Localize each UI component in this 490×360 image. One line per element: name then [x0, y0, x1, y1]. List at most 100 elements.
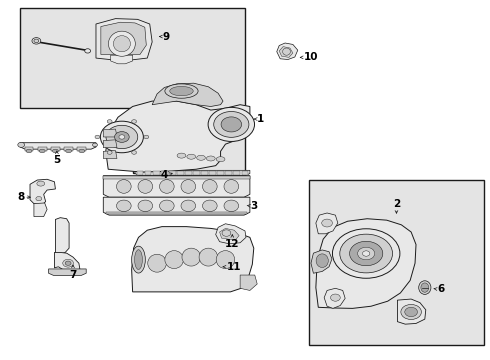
- Ellipse shape: [196, 155, 205, 160]
- Polygon shape: [240, 275, 257, 291]
- Ellipse shape: [138, 180, 153, 193]
- Ellipse shape: [214, 112, 249, 137]
- Ellipse shape: [182, 248, 200, 266]
- Ellipse shape: [117, 200, 131, 212]
- Ellipse shape: [107, 151, 112, 154]
- Text: 5: 5: [53, 155, 60, 165]
- Polygon shape: [20, 8, 245, 173]
- Ellipse shape: [349, 241, 383, 266]
- Ellipse shape: [401, 305, 421, 319]
- Polygon shape: [220, 228, 239, 240]
- Polygon shape: [55, 218, 69, 254]
- Ellipse shape: [148, 254, 166, 272]
- Ellipse shape: [363, 251, 370, 256]
- Polygon shape: [152, 83, 223, 107]
- Ellipse shape: [107, 120, 112, 123]
- Ellipse shape: [224, 180, 239, 193]
- Polygon shape: [111, 55, 133, 64]
- Ellipse shape: [95, 135, 100, 139]
- Polygon shape: [216, 224, 246, 244]
- Ellipse shape: [65, 261, 71, 265]
- Ellipse shape: [79, 149, 85, 153]
- Polygon shape: [201, 171, 208, 175]
- Polygon shape: [397, 299, 426, 324]
- Polygon shape: [103, 140, 117, 148]
- Text: 1: 1: [257, 114, 265, 124]
- Ellipse shape: [52, 149, 58, 153]
- Ellipse shape: [322, 219, 332, 227]
- Bar: [309, 180, 485, 345]
- Polygon shape: [185, 171, 192, 175]
- Polygon shape: [316, 219, 416, 309]
- Polygon shape: [316, 213, 338, 234]
- Polygon shape: [64, 147, 73, 150]
- Ellipse shape: [316, 254, 328, 267]
- Polygon shape: [49, 269, 86, 275]
- Polygon shape: [161, 171, 168, 175]
- Ellipse shape: [93, 143, 98, 147]
- Ellipse shape: [165, 84, 198, 98]
- Ellipse shape: [85, 49, 91, 53]
- Ellipse shape: [202, 200, 217, 212]
- Ellipse shape: [138, 200, 153, 212]
- Polygon shape: [103, 197, 250, 215]
- Polygon shape: [169, 171, 176, 175]
- Polygon shape: [24, 147, 33, 150]
- Ellipse shape: [224, 200, 239, 212]
- Polygon shape: [145, 171, 151, 175]
- Ellipse shape: [100, 121, 144, 153]
- Polygon shape: [311, 250, 332, 273]
- Text: 9: 9: [163, 32, 170, 41]
- Ellipse shape: [421, 283, 429, 292]
- Ellipse shape: [115, 132, 129, 142]
- Polygon shape: [218, 171, 224, 175]
- Polygon shape: [54, 252, 80, 272]
- Ellipse shape: [159, 180, 174, 193]
- Ellipse shape: [165, 251, 183, 269]
- Ellipse shape: [340, 234, 392, 273]
- Ellipse shape: [221, 117, 242, 132]
- Ellipse shape: [332, 229, 400, 278]
- Polygon shape: [153, 171, 160, 175]
- Polygon shape: [34, 203, 47, 217]
- Ellipse shape: [170, 86, 193, 96]
- Ellipse shape: [181, 200, 196, 212]
- Ellipse shape: [208, 107, 254, 141]
- Polygon shape: [242, 171, 248, 175]
- Ellipse shape: [418, 281, 431, 294]
- Text: 2: 2: [393, 199, 400, 209]
- Polygon shape: [279, 46, 293, 57]
- Ellipse shape: [358, 247, 375, 260]
- Ellipse shape: [132, 120, 137, 123]
- Ellipse shape: [32, 38, 41, 44]
- Ellipse shape: [181, 180, 196, 193]
- Ellipse shape: [199, 248, 218, 266]
- Ellipse shape: [135, 250, 143, 270]
- Ellipse shape: [202, 180, 217, 193]
- Ellipse shape: [26, 149, 32, 153]
- Ellipse shape: [18, 142, 24, 147]
- Ellipse shape: [63, 259, 74, 267]
- Ellipse shape: [132, 246, 146, 273]
- Polygon shape: [137, 171, 144, 175]
- Polygon shape: [103, 176, 250, 179]
- Ellipse shape: [119, 135, 125, 139]
- Ellipse shape: [331, 294, 340, 301]
- Polygon shape: [77, 147, 86, 150]
- Polygon shape: [30, 179, 55, 205]
- Polygon shape: [135, 170, 250, 176]
- Ellipse shape: [106, 125, 138, 149]
- Polygon shape: [234, 171, 240, 175]
- Text: 11: 11: [226, 262, 241, 272]
- Ellipse shape: [132, 151, 137, 154]
- Polygon shape: [96, 19, 152, 61]
- Ellipse shape: [36, 197, 42, 201]
- Polygon shape: [106, 101, 250, 172]
- Ellipse shape: [113, 36, 130, 52]
- Polygon shape: [177, 171, 184, 175]
- Text: 7: 7: [69, 270, 77, 280]
- Ellipse shape: [216, 157, 225, 162]
- Polygon shape: [106, 212, 247, 214]
- Ellipse shape: [66, 149, 72, 153]
- Polygon shape: [277, 43, 298, 59]
